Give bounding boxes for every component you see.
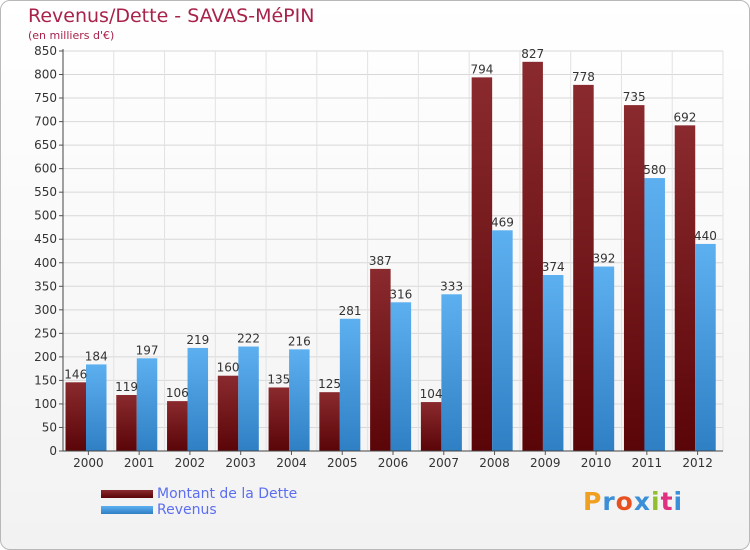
x-tick-label: 2009 bbox=[530, 456, 561, 470]
bar-dette bbox=[319, 392, 340, 451]
bar-dette bbox=[116, 395, 137, 451]
x-tick-label: 2008 bbox=[479, 456, 510, 470]
logo-letter: x bbox=[633, 487, 651, 516]
data-label-revenus: 374 bbox=[542, 260, 565, 274]
y-tick-label: 100 bbox=[34, 397, 57, 411]
data-label-dette: 106 bbox=[166, 386, 189, 400]
bar-revenus bbox=[289, 349, 310, 451]
bar-revenus bbox=[644, 178, 665, 451]
data-label-revenus: 469 bbox=[491, 215, 514, 229]
x-tick-label: 2012 bbox=[682, 456, 713, 470]
data-label-revenus: 316 bbox=[389, 287, 412, 301]
y-tick-label: 450 bbox=[34, 232, 57, 246]
logo-letter: t bbox=[660, 487, 674, 516]
legend-swatch-dette bbox=[101, 490, 153, 498]
x-tick-label: 2003 bbox=[225, 456, 256, 470]
y-tick-label: 800 bbox=[34, 68, 57, 82]
bar-revenus bbox=[593, 266, 615, 451]
data-label-revenus: 580 bbox=[643, 163, 666, 177]
bar-revenus bbox=[492, 230, 513, 451]
data-label-dette: 735 bbox=[623, 90, 646, 104]
data-label-revenus: 216 bbox=[288, 334, 311, 348]
legend-swatch-revenus bbox=[101, 506, 153, 514]
x-tick-label: 2001 bbox=[124, 456, 155, 470]
data-label-revenus: 281 bbox=[339, 304, 362, 318]
y-tick-label: 200 bbox=[34, 350, 57, 364]
data-label-dette: 794 bbox=[470, 62, 493, 76]
chart-subtitle: (en milliers d'€) bbox=[28, 29, 115, 42]
bar-dette bbox=[674, 125, 696, 452]
bar-dette bbox=[370, 268, 391, 451]
legend-label-dette: Montant de la Dette bbox=[157, 486, 298, 502]
x-tick-label: 2006 bbox=[378, 456, 409, 470]
data-label-dette: 146 bbox=[64, 367, 87, 381]
bar-revenus bbox=[695, 243, 716, 451]
bar-revenus bbox=[339, 318, 361, 451]
data-label-revenus: 392 bbox=[592, 252, 615, 266]
y-tick-label: 700 bbox=[34, 115, 57, 129]
logo-letter: i bbox=[673, 487, 684, 516]
bar-revenus bbox=[542, 275, 564, 451]
y-tick-label: 250 bbox=[34, 326, 57, 340]
bar-dette bbox=[65, 382, 86, 451]
bar-dette bbox=[573, 84, 594, 451]
bar-dette bbox=[471, 77, 493, 452]
y-tick-label: 400 bbox=[34, 256, 57, 270]
y-tick-label: 850 bbox=[34, 44, 57, 58]
y-tick-label: 500 bbox=[34, 209, 57, 223]
x-tick-label: 2000 bbox=[73, 456, 104, 470]
logo-letter: o bbox=[615, 487, 634, 516]
y-tick-label: 750 bbox=[34, 91, 57, 105]
data-label-revenus: 219 bbox=[186, 333, 209, 347]
legend-label-revenus: Revenus bbox=[157, 502, 217, 518]
y-tick-label: 600 bbox=[34, 162, 57, 176]
bar-dette bbox=[167, 401, 188, 451]
data-label-dette: 119 bbox=[115, 380, 138, 394]
bar-revenus bbox=[238, 346, 259, 451]
proxiti-logo: Proxiti bbox=[583, 487, 683, 516]
data-label-dette: 387 bbox=[369, 254, 392, 268]
data-label-dette: 135 bbox=[267, 372, 290, 386]
data-label-dette: 692 bbox=[674, 110, 697, 124]
y-tick-label: 0 bbox=[49, 444, 57, 458]
bar-dette bbox=[420, 402, 442, 451]
bar-revenus bbox=[86, 364, 107, 451]
data-label-dette: 125 bbox=[318, 377, 341, 391]
logo-letter: r bbox=[602, 487, 616, 516]
x-tick-label: 2002 bbox=[175, 456, 206, 470]
data-label-revenus: 184 bbox=[85, 349, 108, 363]
bar-dette bbox=[217, 375, 239, 451]
data-label-revenus: 222 bbox=[237, 332, 260, 346]
data-label-revenus: 197 bbox=[136, 343, 159, 357]
logo-letter: i bbox=[651, 487, 661, 516]
y-tick-label: 300 bbox=[34, 303, 57, 317]
x-tick-label: 2005 bbox=[327, 456, 358, 470]
y-tick-label: 550 bbox=[34, 185, 57, 199]
y-tick-label: 150 bbox=[34, 373, 57, 387]
bar-revenus bbox=[136, 358, 158, 451]
y-tick-label: 350 bbox=[34, 279, 57, 293]
x-tick-label: 2007 bbox=[428, 456, 459, 470]
x-tick-label: 2004 bbox=[276, 456, 307, 470]
data-label-dette: 778 bbox=[572, 70, 595, 84]
bar-dette bbox=[623, 105, 645, 451]
bar-revenus bbox=[187, 347, 209, 451]
data-label-dette: 827 bbox=[521, 47, 544, 61]
data-label-revenus: 440 bbox=[694, 229, 717, 243]
x-tick-label: 2010 bbox=[581, 456, 612, 470]
x-tick-label: 2011 bbox=[632, 456, 663, 470]
bar-dette bbox=[522, 61, 543, 452]
chart-title: Revenus/Dette - SAVAS-MéPIN bbox=[28, 5, 315, 27]
data-label-revenus: 333 bbox=[440, 279, 463, 293]
y-tick-label: 50 bbox=[42, 420, 57, 434]
bar-revenus bbox=[390, 302, 412, 451]
data-label-dette: 104 bbox=[420, 387, 443, 401]
y-tick-label: 650 bbox=[34, 138, 57, 152]
bar-dette bbox=[268, 387, 290, 451]
logo-letter: P bbox=[583, 487, 603, 516]
data-label-dette: 160 bbox=[217, 361, 240, 375]
bar-revenus bbox=[441, 294, 462, 451]
